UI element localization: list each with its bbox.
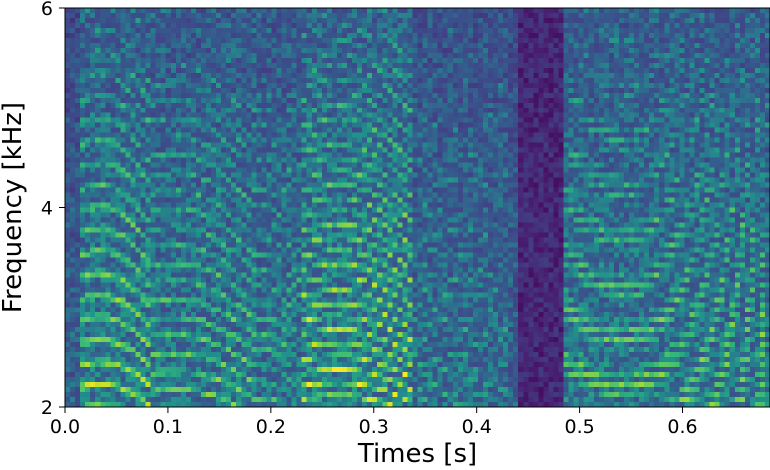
x-tick-label: 0.0 xyxy=(50,416,80,438)
x-tick-label: 0.5 xyxy=(564,416,594,438)
x-tick-label: 0.1 xyxy=(153,416,183,438)
y-tick-label: 4 xyxy=(41,198,53,220)
x-tick-label: 0.3 xyxy=(359,416,389,438)
x-tick-label: 0.6 xyxy=(667,416,697,438)
x-axis-label: Times [s] xyxy=(357,439,477,469)
y-tick-label: 2 xyxy=(41,397,53,419)
x-axis-ticks: 0.0 0.1 0.2 0.3 0.4 0.5 0.6 xyxy=(50,407,698,438)
y-tick-label: 6 xyxy=(41,0,53,20)
x-tick-label: 0.4 xyxy=(462,416,492,438)
spectrogram-heatmap xyxy=(65,8,770,407)
x-tick-label: 0.2 xyxy=(256,416,286,438)
spectrogram-image xyxy=(65,8,770,407)
y-axis-ticks: 2 4 6 xyxy=(41,0,65,419)
y-axis-label: Frequency [kHz] xyxy=(0,102,28,313)
